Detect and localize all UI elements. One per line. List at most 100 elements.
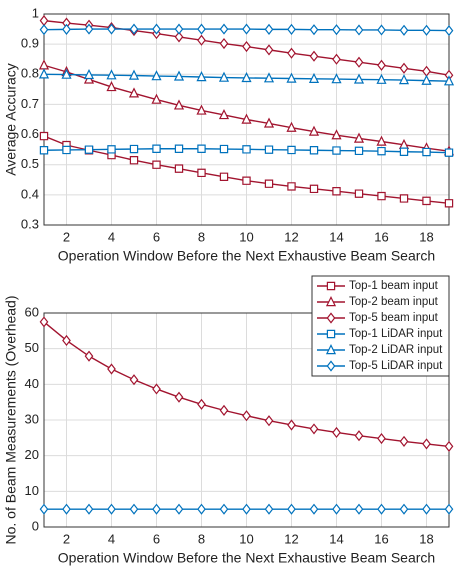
legend-box xyxy=(311,275,450,377)
marker xyxy=(353,73,365,84)
marker xyxy=(354,430,364,442)
marker xyxy=(197,34,206,46)
marker xyxy=(308,72,320,84)
x-tick-label: 6 xyxy=(153,531,160,546)
marker xyxy=(107,503,116,515)
marker xyxy=(242,145,251,154)
marker xyxy=(174,391,184,403)
x-tick-label: 12 xyxy=(284,229,298,244)
marker xyxy=(264,44,274,56)
marker xyxy=(399,503,409,515)
y-tick-label: 0 xyxy=(32,518,39,533)
marker xyxy=(219,23,229,35)
marker xyxy=(242,410,251,422)
marker xyxy=(174,23,184,35)
marker xyxy=(325,344,337,355)
marker xyxy=(197,398,206,410)
marker xyxy=(263,72,275,83)
marker xyxy=(421,74,432,85)
y-tick-label: 50 xyxy=(25,340,39,355)
marker xyxy=(332,146,341,155)
marker xyxy=(398,74,410,85)
x-tick-label: 2 xyxy=(63,531,70,546)
x-tick-label: 18 xyxy=(419,531,433,546)
marker xyxy=(376,73,387,84)
marker xyxy=(332,187,341,196)
marker xyxy=(326,329,336,339)
marker xyxy=(196,104,207,115)
x-axis-label: Operation Window Before the Next Exhaust… xyxy=(58,248,435,264)
marker xyxy=(377,432,386,445)
marker xyxy=(309,24,319,36)
marker xyxy=(62,503,71,515)
marker xyxy=(219,172,229,181)
marker xyxy=(152,383,161,395)
marker xyxy=(264,503,274,515)
marker xyxy=(218,109,230,120)
y-axis-label: Average Accuracy xyxy=(3,63,19,176)
marker xyxy=(331,129,342,140)
marker xyxy=(152,144,161,153)
marker xyxy=(174,31,184,43)
marker xyxy=(129,144,139,154)
marker xyxy=(129,23,139,35)
marker xyxy=(325,296,337,307)
axes-box xyxy=(43,13,450,226)
marker xyxy=(219,404,229,416)
marker xyxy=(107,145,116,154)
marker xyxy=(399,24,409,36)
marker xyxy=(309,50,319,62)
x-tick-label: 16 xyxy=(374,229,388,244)
marker xyxy=(287,503,296,515)
marker xyxy=(219,37,229,50)
x-axis-label: Operation Window Before the Next Exhaust… xyxy=(58,550,435,566)
marker xyxy=(264,145,274,154)
marker xyxy=(376,135,387,146)
y-tick-label: 30 xyxy=(25,411,39,426)
marker xyxy=(287,47,296,59)
marker xyxy=(242,23,251,35)
marker xyxy=(39,146,49,155)
marker xyxy=(444,148,454,157)
marker xyxy=(422,196,431,206)
y-tick-label: 20 xyxy=(25,447,39,462)
marker xyxy=(399,194,409,203)
marker xyxy=(444,503,454,515)
marker xyxy=(422,503,431,515)
y-tick-label: 1 xyxy=(32,5,39,20)
marker xyxy=(399,62,409,74)
marker xyxy=(422,24,431,36)
marker xyxy=(287,23,296,35)
marker xyxy=(287,145,296,155)
y-tick-label: 60 xyxy=(25,304,39,319)
marker xyxy=(218,71,230,82)
marker xyxy=(242,40,251,53)
marker xyxy=(354,56,364,68)
y-tick-label: 0.5 xyxy=(21,156,39,171)
marker xyxy=(399,435,409,447)
marker xyxy=(308,125,320,136)
x-tick-label: 18 xyxy=(419,229,433,244)
x-tick-label: 4 xyxy=(108,229,115,244)
marker xyxy=(286,72,297,83)
marker xyxy=(241,113,252,124)
marker xyxy=(61,68,72,79)
marker xyxy=(129,374,139,386)
axes-box xyxy=(43,312,450,528)
marker xyxy=(443,75,455,86)
marker xyxy=(353,132,365,143)
marker xyxy=(242,503,251,515)
marker xyxy=(62,145,71,155)
y-tick-label: 0.3 xyxy=(21,216,39,231)
marker xyxy=(332,24,341,36)
marker xyxy=(84,23,94,35)
x-tick-label: 14 xyxy=(329,229,343,244)
marker xyxy=(332,426,341,439)
marker xyxy=(151,70,162,81)
marker xyxy=(83,68,95,80)
marker xyxy=(39,131,49,141)
legend-label: Top-2 beam input xyxy=(349,296,439,308)
marker xyxy=(309,503,319,515)
marker xyxy=(354,146,364,156)
